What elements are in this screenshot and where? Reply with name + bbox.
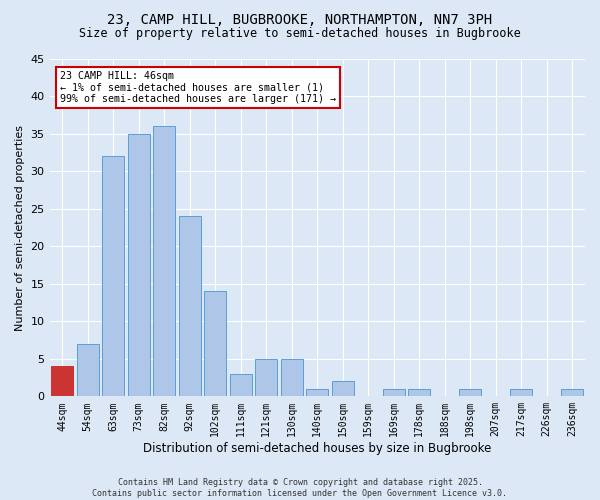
- Bar: [154, 126, 175, 396]
- Bar: [230, 374, 251, 396]
- Bar: [511, 389, 532, 396]
- Y-axis label: Number of semi-detached properties: Number of semi-detached properties: [15, 124, 25, 330]
- Bar: [409, 389, 430, 396]
- Bar: [128, 134, 149, 396]
- Bar: [52, 366, 73, 396]
- Bar: [332, 382, 353, 396]
- Bar: [281, 359, 302, 397]
- Text: Size of property relative to semi-detached houses in Bugbrooke: Size of property relative to semi-detach…: [79, 28, 521, 40]
- Text: 23, CAMP HILL, BUGBROOKE, NORTHAMPTON, NN7 3PH: 23, CAMP HILL, BUGBROOKE, NORTHAMPTON, N…: [107, 12, 493, 26]
- X-axis label: Distribution of semi-detached houses by size in Bugbrooke: Distribution of semi-detached houses by …: [143, 442, 491, 455]
- Bar: [383, 389, 404, 396]
- Bar: [562, 389, 583, 396]
- Bar: [77, 344, 98, 397]
- Bar: [205, 292, 226, 397]
- Bar: [103, 156, 124, 396]
- Bar: [179, 216, 200, 396]
- Bar: [256, 359, 277, 397]
- Text: Contains HM Land Registry data © Crown copyright and database right 2025.
Contai: Contains HM Land Registry data © Crown c…: [92, 478, 508, 498]
- Text: 23 CAMP HILL: 46sqm
← 1% of semi-detached houses are smaller (1)
99% of semi-det: 23 CAMP HILL: 46sqm ← 1% of semi-detache…: [60, 71, 336, 104]
- Bar: [460, 389, 481, 396]
- Bar: [307, 389, 328, 396]
